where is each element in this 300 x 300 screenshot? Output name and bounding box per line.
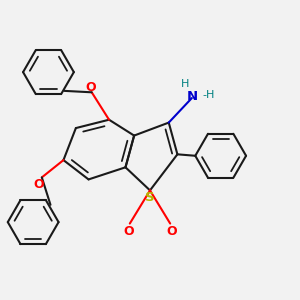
Text: N: N (186, 90, 197, 103)
Text: O: O (166, 225, 177, 238)
Text: O: O (85, 82, 96, 94)
Text: H: H (180, 79, 189, 89)
Text: O: O (123, 225, 134, 238)
Text: O: O (34, 178, 44, 191)
Text: -H: -H (203, 90, 215, 100)
Text: S: S (145, 191, 155, 204)
